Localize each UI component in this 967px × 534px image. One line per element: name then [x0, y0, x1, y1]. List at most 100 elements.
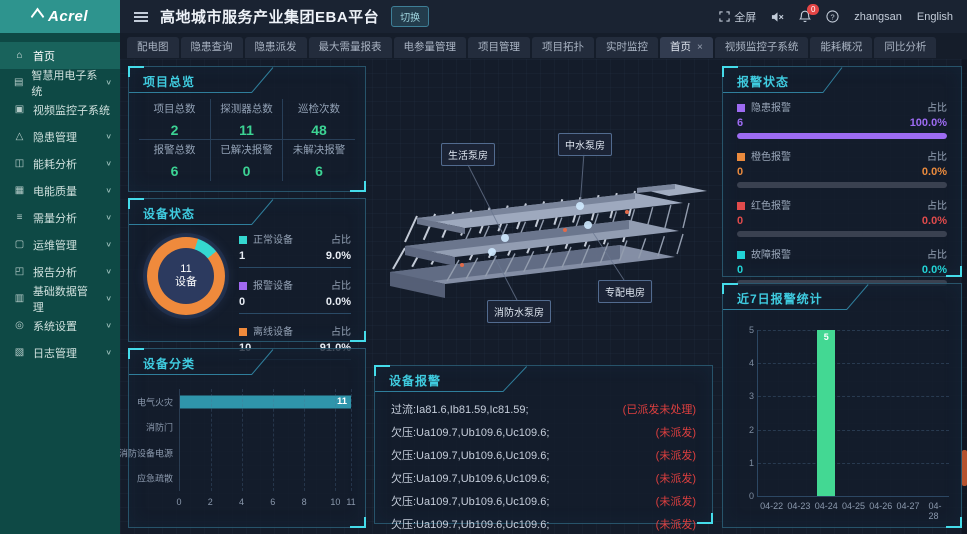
legend-color-swatch — [239, 282, 247, 290]
alarm-list-item[interactable]: 欠压:Ua109.7,Ub109.6,Uc109.6; (未派发) — [391, 466, 696, 489]
device-status-donut-center: 11 设备 — [158, 248, 214, 304]
building-3d-view: 生活泵房 中水泵房 消防水泵房 专配电房 — [375, 60, 720, 360]
category-label: 应急疏散 — [136, 473, 173, 484]
alarm-list-item[interactable]: 欠压:Ua109.7,Ub109.6,Uc109.6; (未派发) — [391, 512, 696, 534]
tab-item[interactable]: 同比分析 — [874, 37, 937, 58]
stat-cell: 报警总数 6 — [139, 140, 211, 181]
sidebar-item-label: 视频监控子系统 — [33, 104, 110, 117]
help-button[interactable]: ? — [826, 10, 839, 23]
sidebar-item-energy[interactable]: ◫ 能耗分析 ∨ — [0, 150, 120, 177]
sidebar-item-video[interactable]: ▣ 视频监控子系统 — [0, 96, 120, 123]
sidebar-item-hazard[interactable]: △ 隐患管理 ∨ — [0, 123, 120, 150]
alarm-list-item[interactable]: 过流:Ia81.6,Ib81.59,Ic81.59; (已派发未处理) — [391, 397, 696, 420]
scrollbar-track[interactable] — [962, 59, 967, 534]
sidebar-item-report[interactable]: ◰ 报告分析 ∨ — [0, 258, 120, 285]
donut-center-value: 11 — [180, 263, 192, 275]
tab-item-home-active[interactable]: 首页 × — [660, 37, 713, 58]
sidebar-item-base-data[interactable]: ▥ 基础数据管理 ∨ — [0, 285, 120, 314]
ratio-header: 占比 — [331, 281, 351, 292]
mute-button[interactable] — [771, 11, 784, 23]
tab-item[interactable]: 视频监控子系统 — [714, 37, 809, 58]
legend-color-swatch — [737, 202, 745, 210]
stat-label: 未解决报警 — [292, 144, 346, 156]
alarm-count: 6 — [737, 117, 744, 129]
legend-ratio: 9.0% — [325, 250, 351, 262]
close-tab-icon[interactable]: × — [697, 42, 703, 53]
gear-icon: ◎ — [15, 320, 24, 331]
legend-label: 报警设备 — [253, 281, 293, 292]
sidebar-item-power-quality[interactable]: ▦ 电能质量 ∨ — [0, 177, 120, 204]
tab-label: 视频监控子系统 — [724, 41, 799, 53]
room-label-life-pump[interactable]: 生活泵房 — [441, 143, 495, 166]
x-tick-label: 6 — [270, 497, 276, 507]
bar-row: 0 — [180, 446, 351, 459]
main-content: 生活泵房 中水泵房 消防水泵房 专配电房 项目总览 项目总数 2 探测器总数 11 … — [118, 59, 967, 534]
x-tick-label: 2 — [207, 497, 213, 507]
language-switch[interactable]: English — [916, 10, 953, 23]
alarm-list-item[interactable]: 欠压:Ua109.7,Ub109.6,Uc109.6; (未派发) — [391, 443, 696, 466]
x-tick-label: 04-23 — [787, 501, 811, 511]
collapse-sidebar-icon[interactable] — [134, 11, 148, 22]
room-label-distribution-room[interactable]: 专配电房 — [598, 280, 652, 303]
stat-value: 2 — [170, 121, 179, 138]
sidebar-item-settings[interactable]: ◎ 系统设置 ∨ — [0, 312, 120, 339]
alarm-list-item[interactable]: 欠压:Ua109.7,Ub109.6,Uc109.6; (未派发) — [391, 420, 696, 443]
building-3d-illustration — [390, 152, 707, 301]
panel-title: 项目总览 — [143, 75, 196, 89]
ratio-header: 占比 — [331, 327, 351, 338]
sidebar-item-home[interactable]: ⌂ 首页 — [0, 42, 120, 69]
tab-item[interactable]: 电参量管理 — [393, 37, 466, 58]
sidebar-item-log[interactable]: ▧ 日志管理 ∨ — [0, 339, 120, 366]
corner-accent — [722, 66, 738, 77]
chevron-down-icon: ∨ — [105, 213, 112, 222]
alarm-text: 欠压:Ua109.7,Ub109.6,Uc109.6; — [391, 472, 550, 485]
tab-item[interactable]: 能耗概况 — [810, 37, 873, 58]
sidebar-item-smart-power[interactable]: ▤ 智慧用电子系统 ∨ — [0, 69, 120, 98]
sidebar-item-label: 需量分析 — [33, 212, 77, 225]
stat-value: 11 — [239, 121, 254, 138]
progress-track — [737, 182, 947, 188]
ratio-header: 占比 — [927, 152, 947, 163]
category-label: 消防设备电源 — [118, 448, 173, 459]
chevron-down-icon: ∨ — [105, 78, 112, 87]
chevron-down-icon: ∨ — [105, 348, 112, 357]
tab-item[interactable]: 隐患派发 — [244, 37, 307, 58]
gridline — [211, 389, 213, 491]
top-header: 高地城市服务产业集团EBA平台 切换 全屏 0 ? zhangsan Engli… — [120, 0, 967, 33]
fullscreen-button[interactable]: 全屏 — [719, 9, 756, 25]
alarm-type-label: 橙色报警 — [751, 152, 791, 163]
alarm-count: 0 — [737, 215, 744, 227]
x-tick-label: 4 — [239, 497, 245, 507]
tab-item[interactable]: 最大需量报表 — [308, 37, 392, 58]
tab-item[interactable]: 项目管理 — [468, 37, 530, 58]
tab-item[interactable]: 项目拓扑 — [532, 37, 594, 58]
sidebar-item-demand[interactable]: ≡ 需量分析 ∨ — [0, 204, 120, 231]
stat-cell: 项目总数 2 — [139, 99, 211, 140]
alarm-list-item[interactable]: 欠压:Ua109.7,Ub109.6,Uc109.6; (未派发) — [391, 489, 696, 512]
legend-color-swatch — [239, 236, 247, 244]
tab-item[interactable]: 配电图 — [127, 37, 179, 58]
notification-badge: 0 — [807, 4, 820, 15]
scrollbar-thumb[interactable] — [962, 450, 967, 486]
switch-project-button[interactable]: 切换 — [391, 6, 430, 27]
bar-row: 0 — [180, 472, 351, 485]
notifications-button[interactable]: 0 — [799, 4, 820, 23]
category-bar-0: 11 — [180, 395, 351, 409]
panel-title: 近7日报警统计 — [737, 292, 823, 306]
chevron-down-icon: ∨ — [105, 132, 112, 141]
corner-accent — [128, 348, 144, 359]
sidebar-item-label: 电能质量 — [33, 185, 77, 198]
tab-item[interactable]: 实时监控 — [596, 37, 658, 58]
username[interactable]: zhangsan — [854, 10, 902, 23]
room-label-fire-pump[interactable]: 消防水泵房 — [487, 300, 551, 323]
tab-item[interactable]: 隐患查询 — [180, 37, 243, 58]
sidebar-item-ops[interactable]: ▢ 运维管理 ∨ — [0, 231, 120, 258]
gridline — [758, 429, 949, 431]
corner-accent — [350, 181, 366, 192]
alarm-status: (未派发) — [655, 495, 696, 508]
room-label-reclaimed-water-pump[interactable]: 中水泵房 — [558, 133, 612, 156]
bar-value-label: 5 — [823, 332, 829, 342]
bar-row: 0 — [180, 421, 351, 434]
tab-label: 首页 — [670, 41, 691, 53]
